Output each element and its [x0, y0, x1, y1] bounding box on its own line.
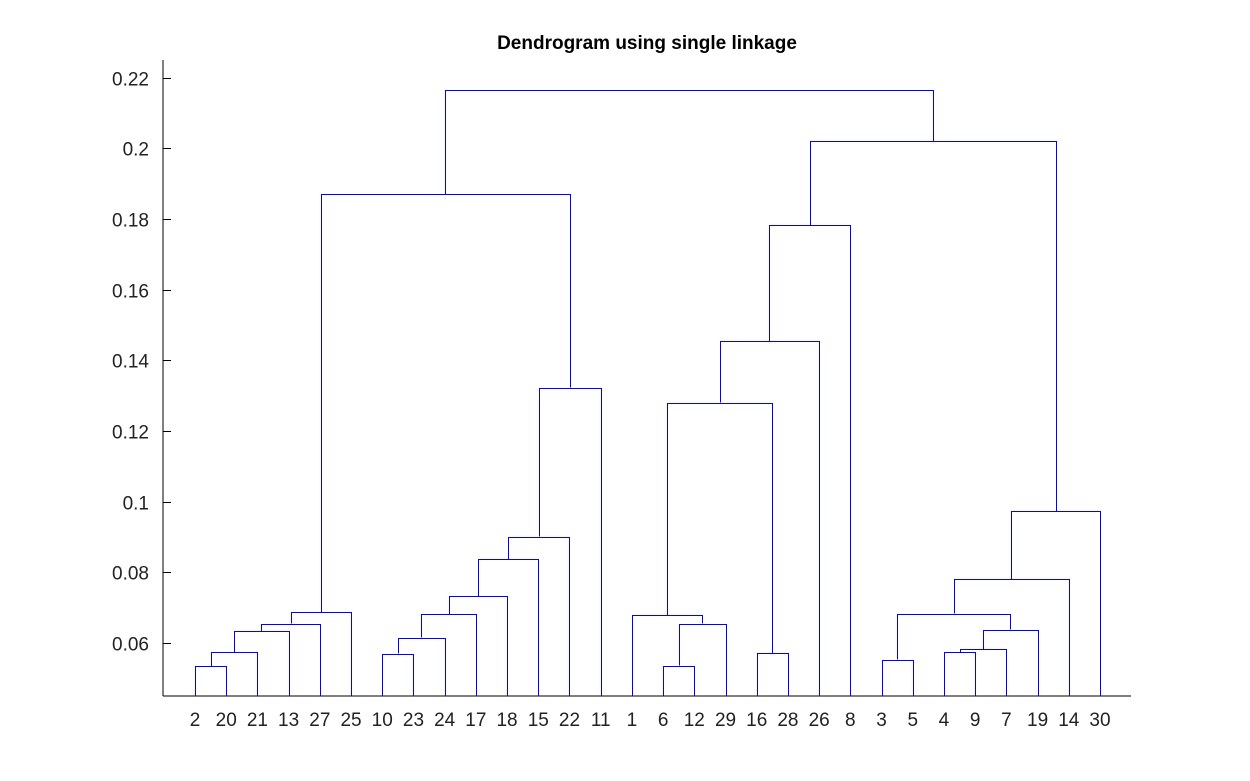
leaf-label: 3 [876, 710, 887, 731]
dendrogram-link [960, 649, 1007, 696]
y-tick-label: 0.14 [112, 352, 149, 373]
leaf-label: 28 [777, 710, 798, 731]
leaf-label: 4 [939, 710, 950, 731]
leaf-label: 1 [627, 710, 638, 731]
y-tick-label: 0.2 [123, 140, 149, 161]
leaf-label: 13 [278, 710, 299, 731]
leaf-label: 26 [809, 710, 830, 731]
y-tick-label: 0.18 [112, 211, 149, 232]
leaf-label: 25 [340, 710, 361, 731]
dendrogram-link [897, 614, 1011, 660]
dendrogram-links [195, 90, 1101, 696]
dendrogram-link [421, 614, 477, 696]
dendrogram-link [882, 660, 914, 696]
chart-title: Dendrogram using single linkage [497, 33, 797, 54]
dendrogram-link [632, 615, 703, 696]
leaf-label: 15 [528, 710, 549, 731]
leaf-label: 30 [1089, 710, 1110, 731]
dendrogram-link [261, 624, 321, 696]
leaf-label: 16 [746, 710, 767, 731]
leaf-label: 2 [190, 710, 201, 731]
leaf-label: 24 [434, 710, 456, 731]
dendrogram-link [757, 653, 789, 696]
leaf-label: 12 [684, 710, 705, 731]
dendrogram-link [195, 666, 227, 696]
dendrogram-link [211, 652, 258, 696]
dendrogram-link [445, 90, 934, 194]
leaf-label: 14 [1058, 710, 1080, 731]
dendrogram-link [679, 624, 727, 696]
dendrogram-link [954, 579, 1070, 696]
leaf-label: 19 [1027, 710, 1048, 731]
leaf-label: 8 [845, 710, 856, 731]
leaf-label: 10 [372, 710, 393, 731]
dendrogram-link [321, 194, 571, 612]
y-tick-label: 0.1 [123, 494, 149, 515]
leaf-label: 27 [309, 710, 330, 731]
dendrogram-link [667, 403, 773, 653]
dendrogram-link [291, 612, 352, 696]
dendrogram-link [663, 666, 695, 696]
dendrogram-link [478, 559, 539, 696]
leaf-label: 6 [658, 710, 669, 731]
leaf-label: 11 [591, 710, 611, 731]
dendrogram-link [769, 225, 851, 696]
y-tick-label: 0.16 [112, 282, 149, 303]
dendrogram-link [1011, 511, 1101, 696]
dendrogram-link [944, 652, 976, 696]
leaf-label: 22 [559, 710, 580, 731]
leaf-label: 20 [216, 710, 237, 731]
leaf-label: 5 [907, 710, 918, 731]
leaf-label: 18 [496, 710, 517, 731]
dendrogram-link [382, 654, 414, 696]
dendrogram-link [983, 630, 1039, 696]
dendrogram-link [810, 141, 1057, 512]
dendrogram-link [234, 631, 290, 696]
y-tick-label: 0.08 [112, 564, 149, 585]
dendrogram-link [508, 537, 570, 696]
axes: 0.06 0.08 0.1 0.12 0.14 0.16 0.18 0.2 0.22 2 20 21 1… [112, 60, 1131, 731]
dendrogram-link [720, 341, 820, 696]
dendrogram-link [539, 388, 602, 696]
y-tick-label: 0.06 [112, 635, 149, 656]
leaf-label: 7 [1001, 710, 1012, 731]
leaf-label: 17 [465, 710, 486, 731]
leaf-label: 21 [247, 710, 268, 731]
y-tick-label: 0.22 [112, 70, 149, 91]
dendrogram-link [449, 596, 508, 696]
dendrogram-link [398, 638, 446, 696]
leaf-label: 9 [970, 710, 981, 731]
leaf-label: 23 [403, 710, 424, 731]
leaf-label: 29 [715, 710, 736, 731]
y-tick-label: 0.12 [112, 423, 149, 444]
